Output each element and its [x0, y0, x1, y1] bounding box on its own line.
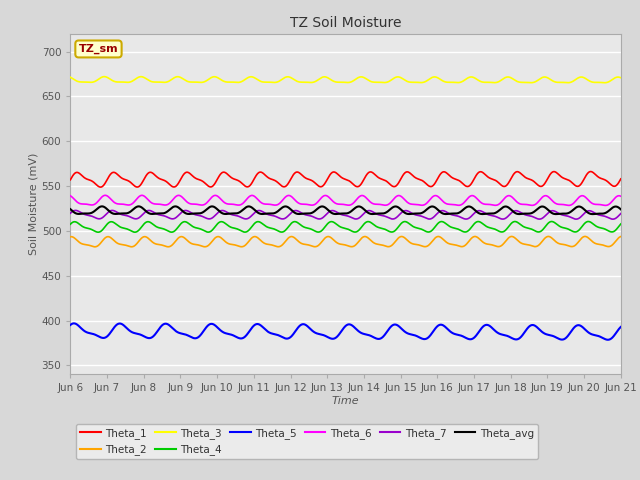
Text: TZ_sm: TZ_sm — [79, 44, 118, 54]
Title: TZ Soil Moisture: TZ Soil Moisture — [290, 16, 401, 30]
Legend: Theta_1, Theta_2, Theta_3, Theta_4, Theta_5, Theta_6, Theta_7, Theta_avg: Theta_1, Theta_2, Theta_3, Theta_4, Thet… — [76, 424, 538, 459]
Y-axis label: Soil Moisture (mV): Soil Moisture (mV) — [29, 153, 39, 255]
X-axis label: Time: Time — [332, 396, 360, 406]
